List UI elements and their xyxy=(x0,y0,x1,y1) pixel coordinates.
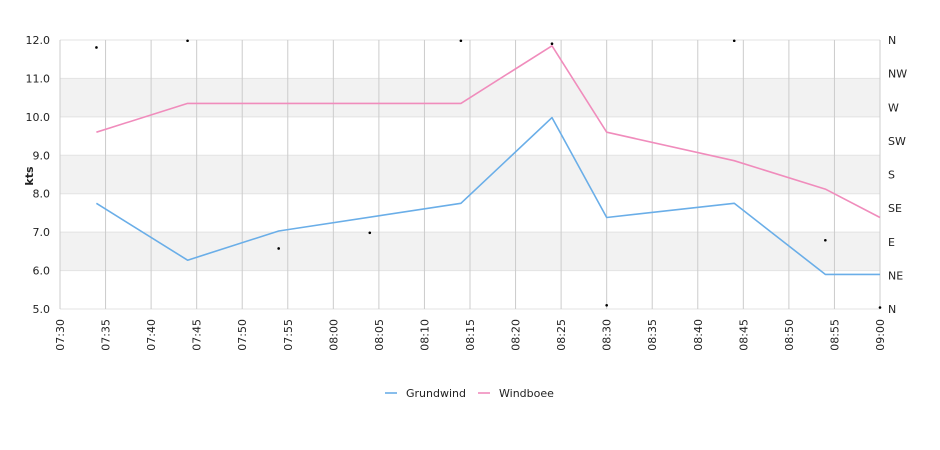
right-tick-label: NE xyxy=(888,269,903,282)
direction-point xyxy=(368,231,372,235)
x-tick-label: 08:25 xyxy=(555,319,568,351)
x-tick-label: 07:40 xyxy=(145,319,158,351)
x-tick-label: 07:50 xyxy=(236,319,249,351)
right-tick-label: NW xyxy=(888,68,907,81)
y-tick-label: 11.0 xyxy=(26,72,51,85)
y-tick-label: 9.0 xyxy=(33,149,51,162)
x-tick-label: 08:00 xyxy=(327,319,340,351)
y-tick-label: 6.0 xyxy=(33,265,51,278)
right-axis-direction-ticks: N NE E SE S SW W NW N xyxy=(888,34,907,316)
direction-point xyxy=(878,306,882,309)
y-tick-label: 12.0 xyxy=(26,34,51,47)
right-tick-label: W xyxy=(888,101,899,114)
right-tick-label: N xyxy=(888,34,896,47)
legend-label: Windboee xyxy=(499,387,554,400)
x-tick-label: 07:55 xyxy=(282,319,295,351)
y-axis-label: kts xyxy=(23,166,36,186)
direction-markers xyxy=(95,39,882,309)
legend-label: Grundwind xyxy=(406,387,466,400)
x-tick-label: 07:35 xyxy=(100,319,113,351)
x-axis-ticks: 07:30 07:35 07:40 07:45 07:50 07:55 08:00 08:05… xyxy=(54,319,887,351)
direction-point xyxy=(277,247,280,250)
right-tick-label: N xyxy=(888,303,896,316)
series-line-windboee xyxy=(96,44,881,219)
x-tick-label: 08:20 xyxy=(510,319,523,351)
y-tick-label: 8.0 xyxy=(33,188,51,201)
x-tick-label: 09:00 xyxy=(874,319,887,351)
direction-point xyxy=(186,39,189,43)
right-tick-label: SE xyxy=(888,202,902,215)
legend: Grundwind Windboee xyxy=(385,387,554,400)
x-tick-label: 07:45 xyxy=(191,319,204,351)
x-tick-label: 08:35 xyxy=(646,319,659,351)
x-tick-label: 07:30 xyxy=(54,319,67,351)
direction-point xyxy=(824,238,827,242)
x-tick-label: 08:30 xyxy=(601,319,614,351)
right-tick-label: E xyxy=(888,236,895,249)
x-tick-label: 08:45 xyxy=(737,319,750,351)
y-axis-ticks: 5.0 6.0 7.0 8.0 9.0 10.0 11.0 12.0 xyxy=(26,34,51,316)
direction-point xyxy=(95,46,98,49)
x-tick-label: 08:05 xyxy=(373,319,386,351)
x-tick-label: 08:40 xyxy=(692,319,705,351)
y-tick-label: 7.0 xyxy=(33,226,51,239)
direction-point xyxy=(605,303,608,307)
direction-point xyxy=(459,39,463,43)
right-tick-label: SW xyxy=(888,135,906,148)
right-tick-label: S xyxy=(888,169,895,182)
direction-point xyxy=(732,39,736,43)
y-tick-label: 10.0 xyxy=(26,111,51,124)
x-tick-label: 08:15 xyxy=(464,319,477,351)
x-tick-label: 08:55 xyxy=(828,319,841,351)
x-tick-label: 08:50 xyxy=(783,319,796,351)
data-series xyxy=(95,44,881,276)
y-tick-label: 5.0 xyxy=(33,303,51,316)
series-line-grundwind xyxy=(95,116,880,276)
x-tick-label: 08:10 xyxy=(418,319,431,351)
direction-point xyxy=(550,42,554,46)
